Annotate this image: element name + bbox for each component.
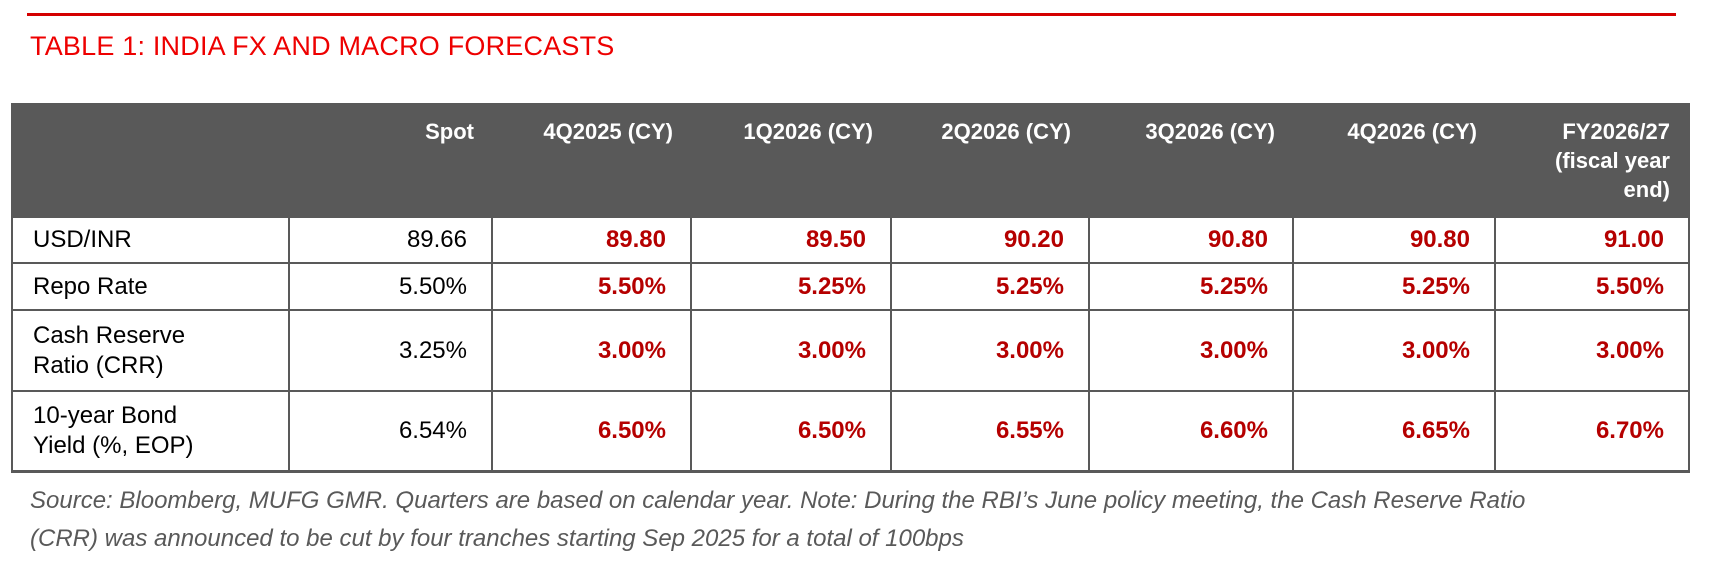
cell-value: 3.00%	[491, 309, 692, 392]
table-header-row: Spot 4Q2025 (CY) 1Q2026 (CY) 2Q2026 (CY)…	[12, 104, 1689, 217]
table-row-bond-yield: 10-year Bond Yield (%, EOP) 6.54% 6.50% …	[11, 390, 1690, 472]
row-label: 10-year Bond Yield (%, EOP)	[11, 390, 290, 472]
spot-value: 5.50%	[288, 262, 493, 311]
cell-value: 5.25%	[1088, 262, 1294, 311]
column-header-4q2026: 4Q2026 (CY)	[1293, 104, 1495, 217]
cell-value: 3.00%	[890, 309, 1090, 392]
table-row-crr: Cash Reserve Ratio (CRR) 3.25% 3.00% 3.0…	[11, 309, 1690, 392]
cell-value: 89.50	[690, 216, 892, 264]
page-title: TABLE 1: INDIA FX AND MACRO FORECASTS	[30, 31, 615, 61]
cell-value: 6.50%	[491, 390, 692, 472]
cell-value: 3.00%	[690, 309, 892, 392]
column-header-1q2026: 1Q2026 (CY)	[691, 104, 891, 217]
column-header-3q2026: 3Q2026 (CY)	[1089, 104, 1293, 217]
cell-value: 3.00%	[1088, 309, 1294, 392]
cell-value: 6.55%	[890, 390, 1090, 472]
cell-value: 6.70%	[1494, 390, 1690, 472]
cell-value: 6.65%	[1292, 390, 1496, 472]
cell-value: 5.25%	[1292, 262, 1496, 311]
column-header-blank	[12, 104, 289, 217]
cell-value: 3.00%	[1292, 309, 1496, 392]
cell-value: 90.80	[1292, 216, 1496, 264]
cell-value: 90.20	[890, 216, 1090, 264]
cell-value: 5.50%	[491, 262, 692, 311]
cell-value: 3.00%	[1494, 309, 1690, 392]
source-note: Source: Bloomberg, MUFG GMR. Quarters ar…	[30, 487, 1526, 552]
column-header-4q2025: 4Q2025 (CY)	[492, 104, 691, 217]
column-header-spot: Spot	[289, 104, 492, 217]
row-label: Repo Rate	[11, 262, 290, 311]
forecast-table: Spot 4Q2025 (CY) 1Q2026 (CY) 2Q2026 (CY)…	[11, 103, 1690, 473]
table-row-usdinr: USD/INR 89.66 89.80 89.50 90.20 90.80 90…	[11, 216, 1690, 264]
table-row-repo-rate: Repo Rate 5.50% 5.50% 5.25% 5.25% 5.25% …	[11, 262, 1690, 311]
column-header-2q2026: 2Q2026 (CY)	[891, 104, 1089, 217]
spot-value: 3.25%	[288, 309, 493, 392]
row-label: USD/INR	[11, 216, 290, 264]
cell-value: 91.00	[1494, 216, 1690, 264]
cell-value: 89.80	[491, 216, 692, 264]
cell-value: 5.50%	[1494, 262, 1690, 311]
row-label: Cash Reserve Ratio (CRR)	[11, 309, 290, 392]
spot-value: 6.54%	[288, 390, 493, 472]
cell-value: 5.25%	[690, 262, 892, 311]
spot-value: 89.66	[288, 216, 493, 264]
column-header-fy202627: FY2026/27 (fiscal year end)	[1495, 104, 1689, 217]
cell-value: 6.50%	[690, 390, 892, 472]
top-red-rule	[27, 13, 1676, 16]
cell-value: 6.60%	[1088, 390, 1294, 472]
cell-value: 5.25%	[890, 262, 1090, 311]
cell-value: 90.80	[1088, 216, 1294, 264]
